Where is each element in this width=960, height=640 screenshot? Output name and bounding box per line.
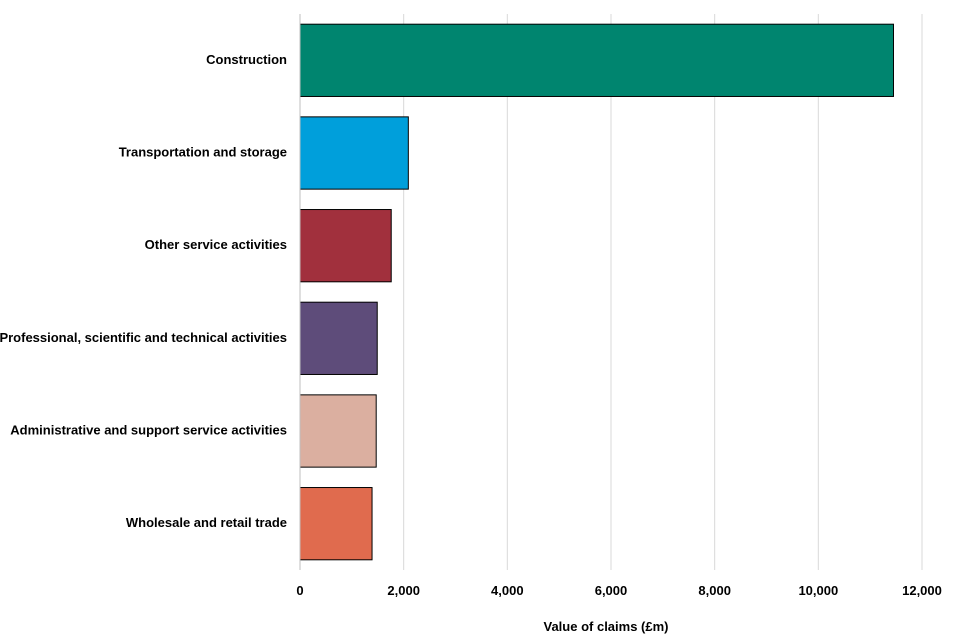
category-labels: Construction Transportation and storage Ot…	[0, 52, 287, 530]
category-label: Other service activities	[145, 237, 287, 252]
x-tick-label: 0	[296, 583, 303, 598]
x-tick-label: 4,000	[491, 583, 524, 598]
bar	[299, 23, 894, 97]
x-tick-label: 12,000	[902, 583, 942, 598]
bar	[299, 116, 409, 190]
category-label: Transportation and storage	[119, 144, 287, 159]
bar	[299, 394, 377, 468]
x-tick-label: 2,000	[387, 583, 420, 598]
bar	[299, 487, 373, 561]
bar	[299, 301, 378, 375]
x-axis-title: Value of claims (£m)	[544, 619, 669, 634]
x-tick-labels: 0 2,000 4,000 6,000 8,000 10,000 12,000	[296, 583, 942, 598]
x-tick-label: 10,000	[798, 583, 838, 598]
category-label: Construction	[206, 52, 287, 67]
category-label: Professional, scientific and technical a…	[0, 330, 287, 345]
category-label: Administrative and support service activ…	[10, 422, 287, 437]
bars	[299, 23, 894, 561]
x-tick-label: 8,000	[698, 583, 731, 598]
bar	[299, 209, 392, 283]
gridlines	[403, 14, 923, 570]
x-tick-label: 6,000	[595, 583, 628, 598]
category-label: Wholesale and retail trade	[126, 515, 287, 530]
